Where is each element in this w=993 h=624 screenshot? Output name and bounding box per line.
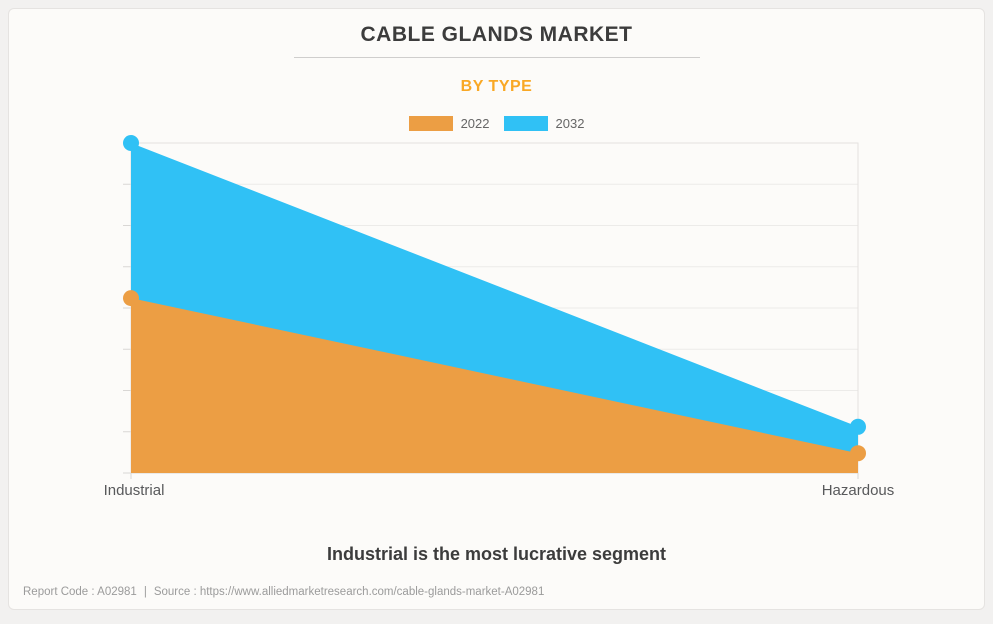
data-point-2022-Industrial[interactable] bbox=[123, 290, 139, 307]
chart-card: CABLE GLANDS MARKET BY TYPE 2022 2032 In… bbox=[8, 8, 985, 610]
data-point-2032-Hazardous[interactable] bbox=[850, 418, 866, 435]
legend-label-2022: 2022 bbox=[460, 115, 490, 131]
data-point-2022-Hazardous[interactable] bbox=[850, 445, 866, 462]
legend-swatch-2032-icon bbox=[503, 115, 548, 131]
report-footer: Report Code : A02981 | Source : https://ww… bbox=[23, 586, 544, 598]
report-source-text: Source : https://www.alliedmarketresearc… bbox=[153, 586, 545, 598]
area-chart-plot[interactable] bbox=[9, 9, 986, 529]
x-axis-label-hazardous: Hazardous bbox=[821, 482, 895, 499]
footer-separator: | bbox=[143, 586, 147, 598]
x-axis-label-industrial: Industrial bbox=[103, 482, 165, 499]
page-title: CABLE GLANDS MARKET bbox=[360, 23, 633, 46]
chart-legend: 2022 2032 bbox=[9, 115, 984, 131]
data-point-2032-Industrial[interactable] bbox=[123, 135, 139, 151]
series-area-2022[interactable] bbox=[131, 298, 858, 473]
legend-label-2032: 2032 bbox=[555, 115, 585, 131]
legend-item-2032[interactable]: 2032 bbox=[503, 115, 585, 131]
chart-subtitle: BY TYPE bbox=[460, 78, 533, 95]
chart-annotation: Industrial is the most lucrative segment bbox=[326, 544, 667, 564]
title-divider bbox=[294, 57, 700, 58]
legend-item-2022[interactable]: 2022 bbox=[408, 115, 490, 131]
report-code-text: Report Code : A02981 bbox=[23, 586, 137, 598]
legend-swatch-2022-icon bbox=[408, 115, 453, 131]
